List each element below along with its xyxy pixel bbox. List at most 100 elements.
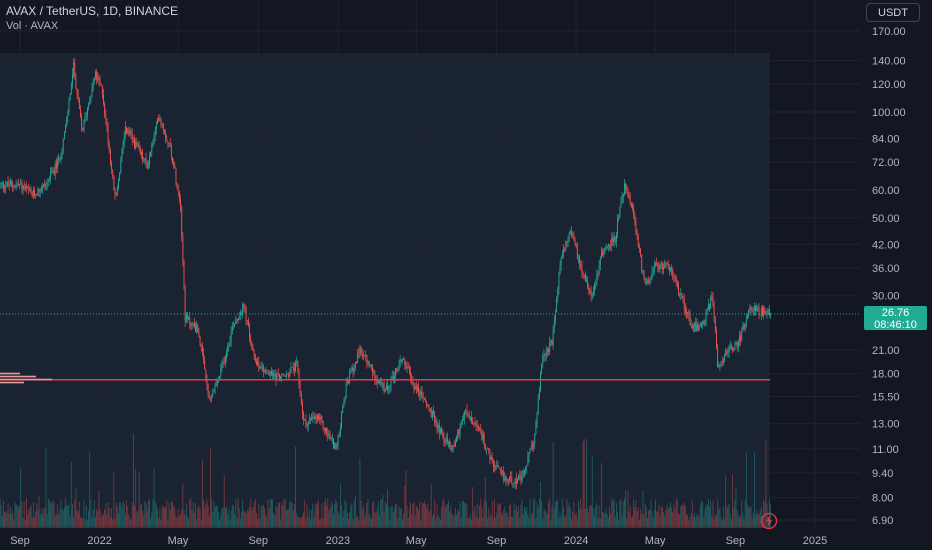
candle-body [653, 265, 655, 271]
volume-bar [710, 500, 712, 528]
candle-body [479, 427, 480, 429]
volume-bar [402, 519, 403, 528]
candle-body [422, 398, 424, 399]
price-axis[interactable]: 170.00 140.00 120.00 100.00 84.00 72.00 60.00 5… [872, 26, 906, 527]
volume-bar [105, 503, 107, 528]
candle-body [482, 433, 484, 440]
volume-bar [17, 508, 19, 528]
volume-bar [613, 499, 615, 528]
volume-bar [69, 516, 71, 528]
candle-body [464, 410, 466, 419]
volume-bar [743, 519, 745, 528]
volume-bar [735, 487, 737, 528]
volume-bar [722, 506, 724, 528]
volume-bar [215, 505, 217, 528]
candle-body [565, 241, 567, 250]
candle-body [670, 267, 671, 271]
volume-bar [603, 512, 605, 528]
volume-bar [686, 515, 687, 528]
volume-bar [226, 506, 227, 528]
volume-bar [200, 519, 202, 528]
currency-scale-button[interactable]: USDT [866, 3, 920, 22]
volume-bar [119, 502, 121, 528]
volume-bar [752, 512, 754, 528]
symbol-title[interactable]: AVAX / TetherUS, 1D, BINANCE [6, 4, 179, 18]
candle-body [419, 391, 421, 396]
candle-body [351, 367, 353, 371]
candle-body [123, 135, 125, 144]
candle-body [640, 249, 641, 255]
candle-body [549, 342, 551, 353]
volume-bar [109, 517, 111, 528]
volume-bar [180, 514, 181, 528]
volume-bar [151, 511, 153, 528]
candle-body [268, 373, 270, 376]
candle-body [505, 477, 507, 481]
candle-body [164, 130, 165, 133]
candle-body [589, 290, 591, 292]
candle-body [296, 361, 298, 363]
candle-body [446, 437, 448, 443]
volume-bar [630, 517, 632, 528]
candle-body [395, 368, 397, 376]
volume-bar [316, 503, 318, 528]
price-tick-label: 18.00 [872, 369, 900, 381]
volume-bar [492, 518, 494, 528]
candle-body [162, 124, 164, 131]
candle-body [380, 382, 382, 383]
candle-body [299, 384, 301, 395]
volume-bar [312, 503, 314, 528]
candle-body [452, 445, 454, 450]
candle-body [254, 354, 256, 362]
volume-bar [523, 507, 525, 528]
volume-bar [165, 508, 167, 528]
volume-bar [450, 506, 452, 528]
volume-bar [410, 502, 411, 528]
volume-bar [118, 513, 119, 528]
lightning-icon[interactable] [760, 512, 778, 530]
volume-bar [52, 499, 54, 528]
volume-bar [548, 502, 549, 528]
candle-body [572, 233, 574, 236]
volume-bar [54, 515, 56, 528]
time-axis[interactable]: Sep 2022 May Sep 2023 May Sep 2024 May Sep 2025 [10, 535, 827, 547]
candle-body [751, 309, 753, 311]
horizontal-line[interactable] [0, 372, 770, 384]
volume-bar [532, 512, 533, 528]
candle-body [468, 415, 470, 419]
volume-bar [597, 518, 599, 528]
candle-body [103, 94, 104, 104]
volume-bar [311, 509, 313, 528]
candle-body [89, 101, 91, 105]
candle-body [134, 140, 135, 149]
volume-bar [132, 433, 134, 528]
volume-bar [643, 514, 645, 528]
candle-body [511, 476, 513, 484]
volume-bar [535, 518, 537, 528]
candle-body [762, 307, 763, 316]
volume-bar [421, 502, 423, 528]
volume-bar [302, 515, 303, 528]
volume-bar [185, 503, 187, 528]
volume-bar [468, 518, 470, 528]
candle-body [159, 119, 161, 121]
volume-bar [31, 517, 33, 528]
volume-bar [149, 498, 150, 528]
candle-body [178, 191, 180, 200]
candle-body [358, 353, 360, 354]
candle-body [97, 77, 99, 80]
volume-bar [770, 504, 771, 528]
volume-bar [509, 505, 510, 528]
volume-bar [299, 517, 301, 528]
volume-bar [644, 503, 646, 528]
candle-body [281, 374, 283, 377]
volume-bar [563, 507, 564, 528]
volume-bar [572, 511, 574, 528]
candle-body [303, 413, 305, 420]
volume-bar [560, 516, 562, 528]
volume-bar [354, 495, 356, 528]
volume-bar [537, 507, 539, 528]
candle-body [530, 445, 532, 449]
last-price: 26.76 [881, 307, 910, 319]
